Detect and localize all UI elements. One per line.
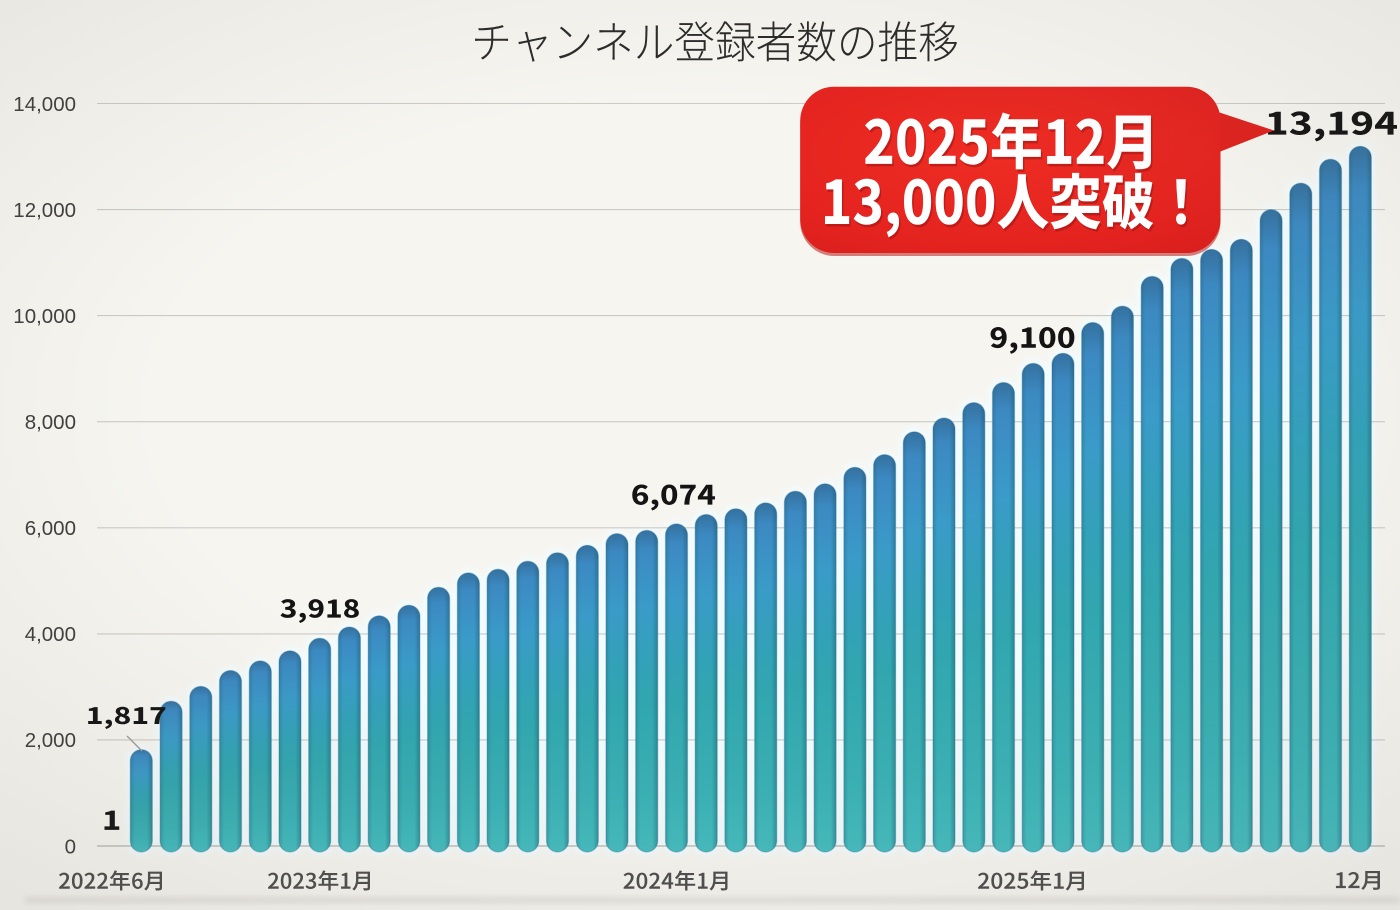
svg-text:4,000: 4,000 bbox=[25, 623, 76, 646]
svg-text:6,000: 6,000 bbox=[25, 517, 76, 540]
svg-text:10,000: 10,000 bbox=[13, 305, 76, 328]
svg-text:8,000: 8,000 bbox=[25, 411, 76, 434]
svg-text:12,000: 12,000 bbox=[13, 199, 76, 222]
svg-text:2,000: 2,000 bbox=[25, 729, 76, 752]
svg-text:0: 0 bbox=[65, 835, 76, 858]
svg-text:14,000: 14,000 bbox=[13, 93, 76, 116]
